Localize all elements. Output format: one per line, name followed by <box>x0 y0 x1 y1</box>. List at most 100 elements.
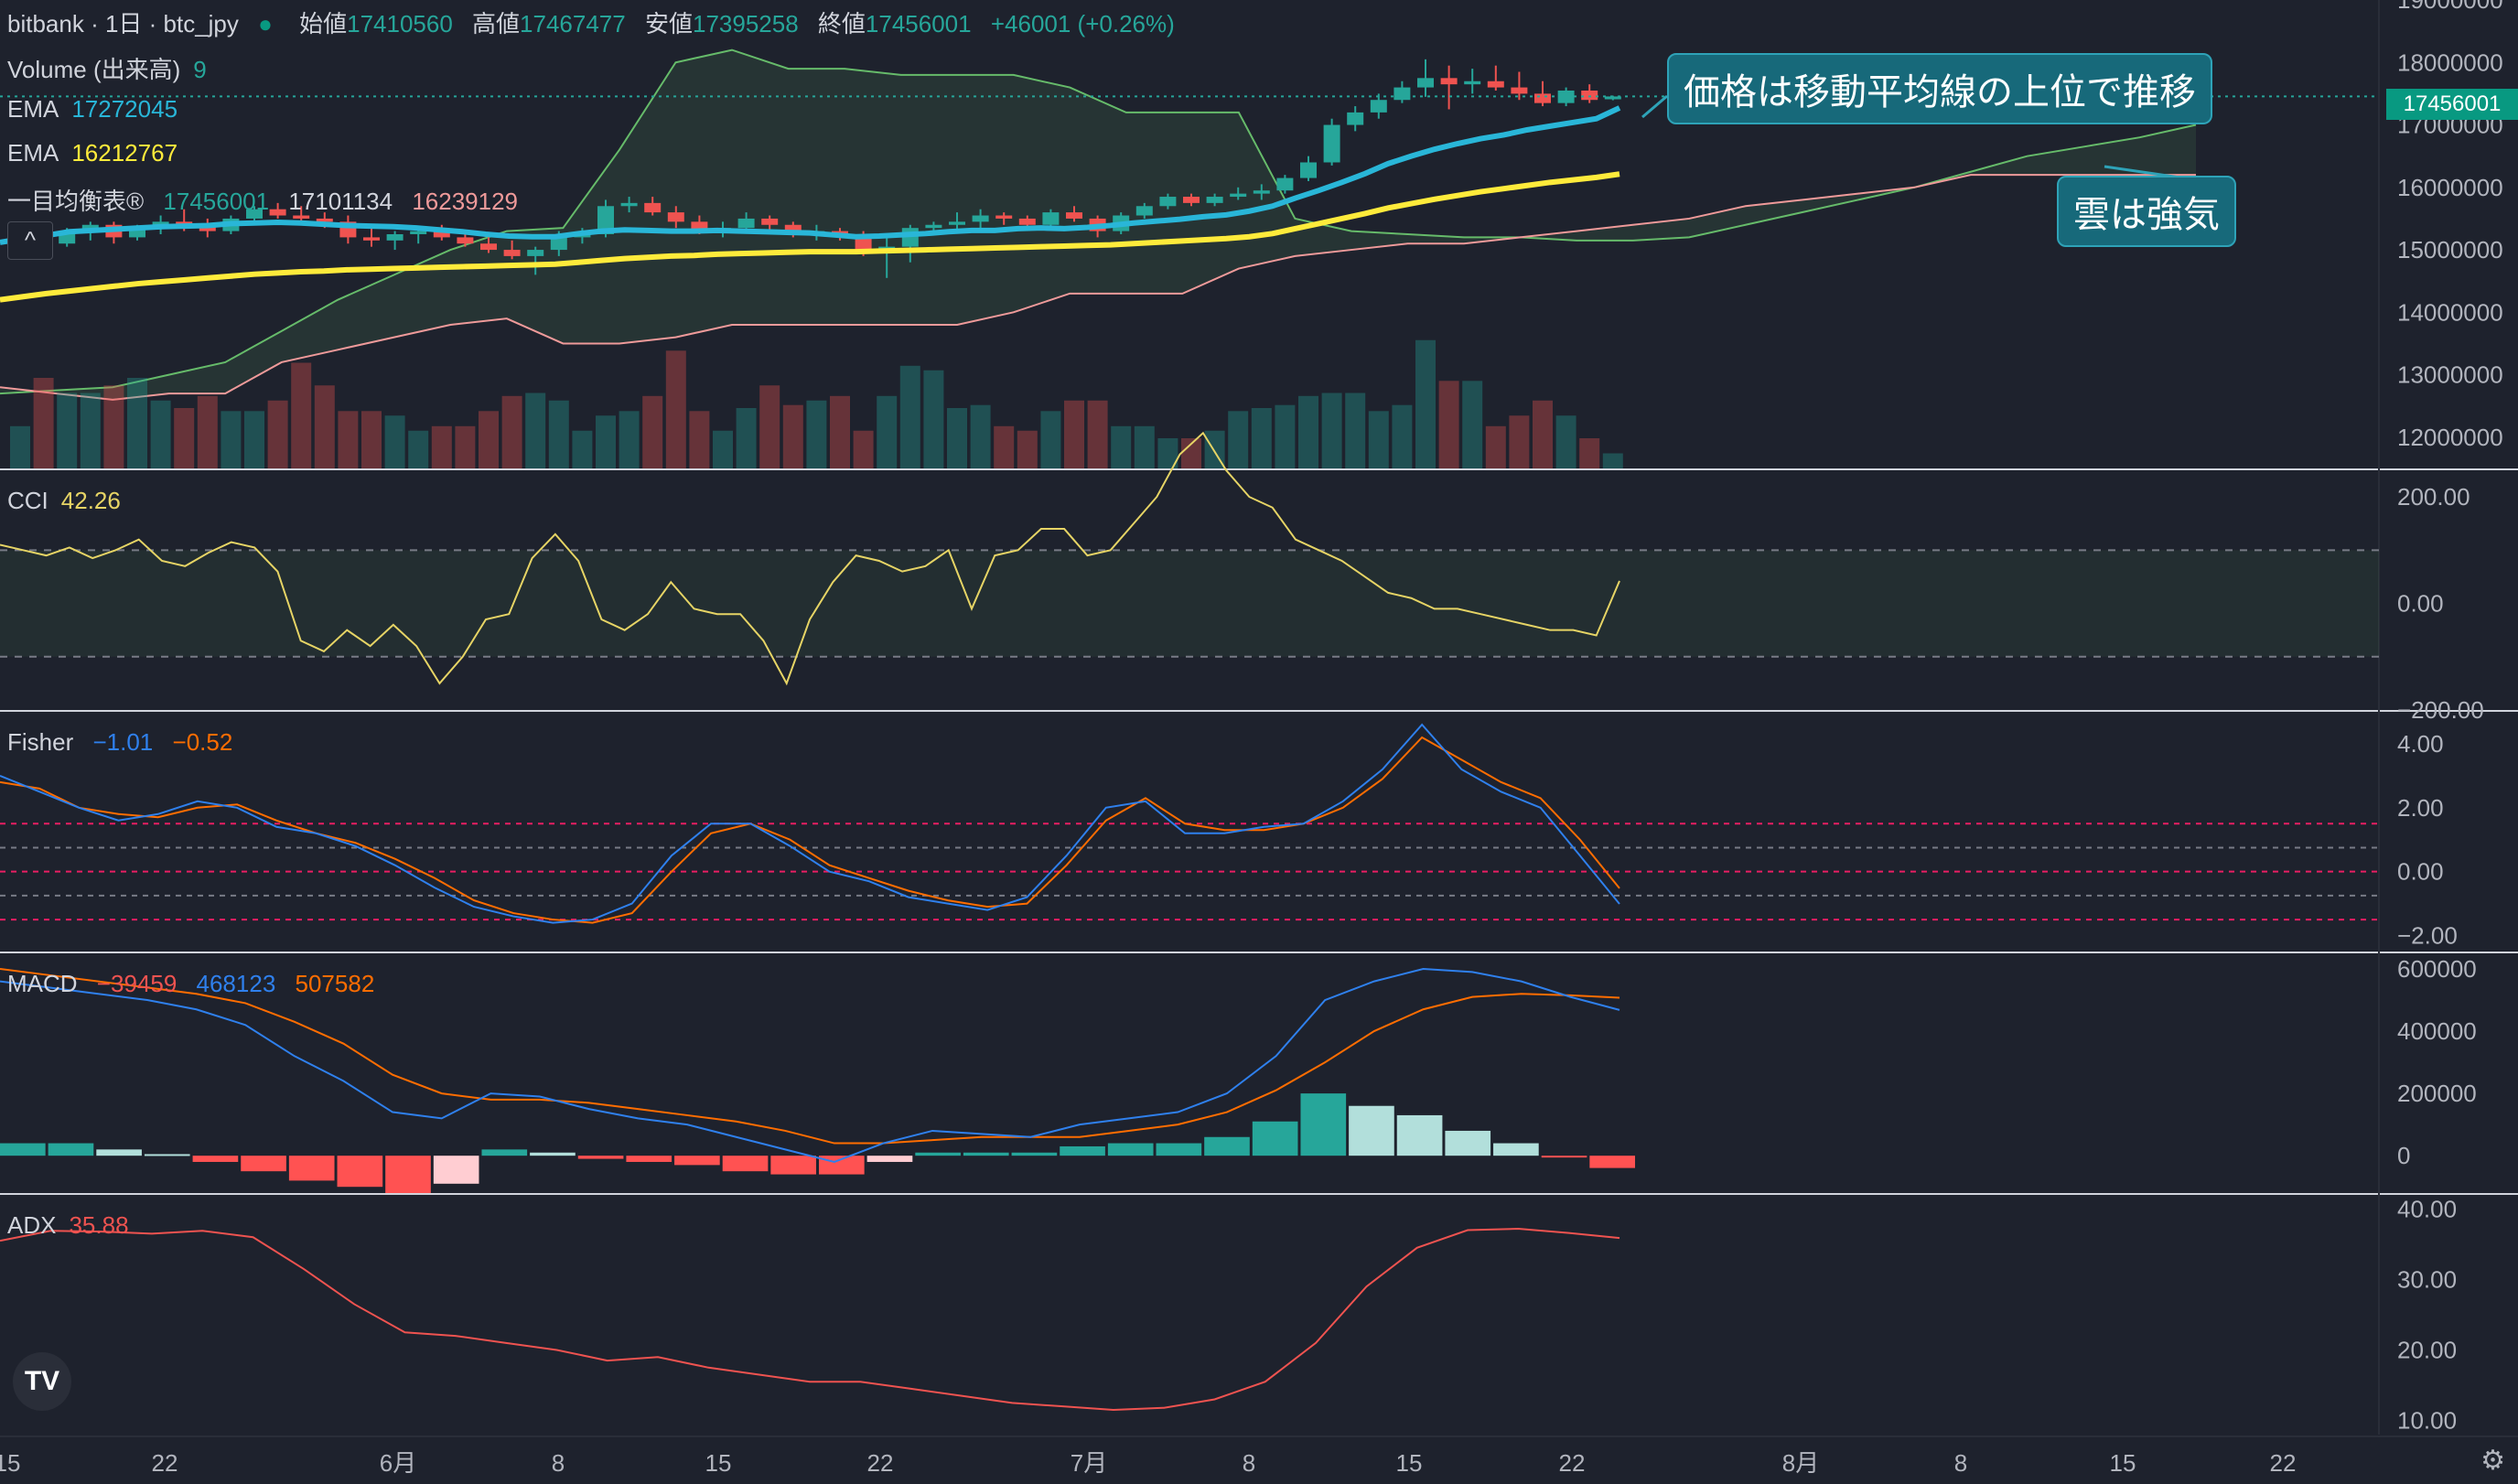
macd-histogram-bar <box>144 1154 190 1156</box>
cci-value: 42.26 <box>60 487 121 514</box>
candle-body <box>433 231 450 238</box>
volume-bar <box>1345 393 1366 468</box>
volume-bar <box>291 362 312 468</box>
adx-label: ADX <box>7 1211 57 1239</box>
volume-bar <box>1415 339 1436 468</box>
volume-bar <box>970 404 991 468</box>
macd-histogram-bar <box>96 1149 142 1156</box>
symbol-title[interactable]: bitbank · 1日 · btc_jpy <box>7 10 239 38</box>
indicator-tick-label: 2.00 <box>2397 794 2444 822</box>
ema2-legend[interactable]: EMA 16212767 <box>7 139 190 167</box>
volume-legend[interactable]: Volume (出来高) 9 <box>7 51 220 85</box>
candle-body <box>995 215 1013 219</box>
annotation-callout-cloud[interactable]: 雲は強気 <box>2057 176 2236 247</box>
macd-histogram-bar <box>1396 1114 1443 1156</box>
volume-bar <box>501 395 522 468</box>
volume-bar <box>1275 404 1296 468</box>
candle-body <box>503 250 521 256</box>
adx-legend[interactable]: ADX 35.88 <box>7 1211 142 1240</box>
macd-histogram-bar <box>1349 1105 1394 1156</box>
cci-legend[interactable]: CCI 42.26 <box>7 487 134 515</box>
macd-histogram-bar <box>770 1156 816 1175</box>
candle-body <box>1581 90 1598 101</box>
volume-bar <box>1181 438 1201 468</box>
indicator-tick-label: 10.00 <box>2397 1407 2457 1435</box>
candle-body <box>691 221 708 231</box>
candle-body <box>1604 96 1621 100</box>
indicator-tick-label: 0.00 <box>2397 590 2444 618</box>
volume-bar <box>665 350 686 468</box>
fisher-value-2: −0.52 <box>172 728 233 756</box>
volume-bar <box>596 415 616 468</box>
status-dot-icon: ● <box>258 10 273 38</box>
indicator-tick-label: 40.00 <box>2397 1195 2457 1222</box>
candle-body <box>480 243 497 251</box>
candle-body <box>1534 93 1551 103</box>
candle-body <box>1464 81 1481 85</box>
candle-body <box>1135 206 1153 216</box>
candle-body <box>1347 112 1364 125</box>
annotation-callout-price[interactable]: 価格は移動平均線の上位で推移 <box>1667 53 2212 124</box>
time-tick-label: 15 <box>705 1449 732 1477</box>
candle-body <box>972 215 989 222</box>
price-tick-label: 13000000 <box>2397 361 2503 389</box>
macd-histogram-bar <box>1493 1143 1539 1156</box>
tradingview-logo[interactable]: TV <box>13 1352 71 1411</box>
ema1-legend[interactable]: EMA 17272045 <box>7 95 190 124</box>
macd-histogram-bar <box>1011 1152 1058 1156</box>
candle-body <box>1370 100 1387 113</box>
candle-body <box>269 209 286 216</box>
callout-pointer <box>1641 94 1668 119</box>
time-tick-label: 15 <box>0 1449 20 1477</box>
macd-histogram-bar <box>433 1156 479 1184</box>
macd-label: MACD <box>7 970 78 997</box>
candle-body <box>457 237 474 244</box>
volume-bar <box>1064 400 1084 468</box>
macd-value-1: −39459 <box>96 970 178 997</box>
volume-bar <box>525 393 546 468</box>
chevron-up-icon: ^ <box>24 226 37 253</box>
macd-histogram-bar <box>241 1156 286 1172</box>
indicator-tick-label: 600000 <box>2397 955 2477 983</box>
macd-histogram-bar <box>1445 1130 1491 1156</box>
ema1-label: EMA <box>7 95 59 123</box>
volume-bar <box>221 411 242 468</box>
collapse-legend-button[interactable]: ^ <box>7 221 53 260</box>
volume-bar <box>197 395 218 468</box>
macd-histogram-bar <box>530 1152 576 1156</box>
indicator-tick-label: 4.00 <box>2397 730 2444 758</box>
macd-histogram-bar <box>674 1156 720 1166</box>
ichimoku-legend[interactable]: 一目均衡表® 17456001 17101134 16239129 <box>7 183 531 217</box>
fisher-pane: 4.00 2.00 0.00 −2.00 <box>0 723 2458 950</box>
time-tick-label: 15 <box>2110 1449 2136 1477</box>
fisher-line <box>0 723 1620 924</box>
macd-histogram-bar <box>1252 1121 1298 1156</box>
adx-line <box>0 1227 1620 1412</box>
settings-gear-icon[interactable]: ⚙ <box>2480 1446 2505 1476</box>
macd-line <box>0 968 1620 1164</box>
time-tick-label: 22 <box>1559 1449 1586 1477</box>
macd-histogram-bar <box>1541 1156 1587 1158</box>
price-tick-label: 15000000 <box>2397 236 2503 263</box>
cci-line <box>0 431 1620 686</box>
candle-body <box>1253 190 1270 194</box>
volume-bar <box>1228 411 1249 468</box>
macd-histogram-bar <box>481 1149 528 1156</box>
close-value: 17456001 <box>865 10 972 38</box>
volume-bar <box>1134 425 1155 468</box>
fisher-legend[interactable]: Fisher −1.01 −0.52 <box>7 728 245 757</box>
ema-fast-line <box>0 105 1621 245</box>
candle-body <box>620 202 638 207</box>
macd-legend[interactable]: MACD −39459 468123 507582 <box>7 970 387 998</box>
change-value: +46001 (+0.26%) <box>990 10 1175 38</box>
time-tick-label: 8 <box>552 1449 565 1477</box>
price-axis: 1900000018000000170000001600000015000000… <box>2397 0 2503 451</box>
candle-body <box>1018 218 1036 225</box>
fisher-trigger-line <box>0 736 1620 924</box>
price-tick-label: 19000000 <box>2397 0 2503 14</box>
indicator-tick-label: 0 <box>2397 1142 2410 1169</box>
volume-bar <box>1017 430 1038 468</box>
low-value: 17395258 <box>692 10 799 38</box>
macd-histogram-bar <box>288 1156 335 1181</box>
